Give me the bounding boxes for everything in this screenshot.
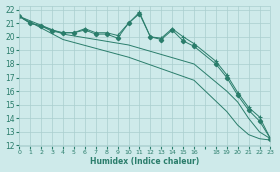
X-axis label: Humidex (Indice chaleur): Humidex (Indice chaleur) [90,157,200,166]
